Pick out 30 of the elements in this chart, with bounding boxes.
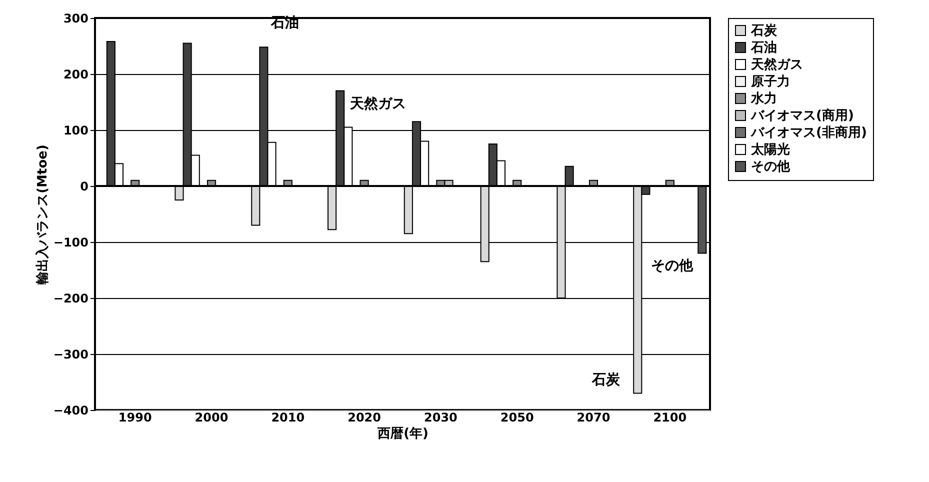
x-tick-label: 2020 (348, 410, 382, 424)
x-tick-label: 2010 (271, 410, 305, 424)
legend-label: バイオマス(非商用) (750, 124, 867, 140)
annotation: 天然ガス (349, 96, 406, 112)
annotation: 石炭 (591, 372, 621, 388)
x-tick-label: 2050 (500, 410, 534, 424)
y-tick-label: −300 (53, 348, 88, 362)
x-tick-label: 2100 (653, 410, 687, 424)
y-tick-label: 300 (63, 12, 88, 26)
y-tick-label: 0 (80, 180, 88, 194)
x-axis-title: 西暦(年) (376, 426, 428, 442)
y-tick-label: 200 (63, 68, 88, 82)
x-tick-label: 2000 (194, 410, 228, 424)
legend-label: 天然ガス (750, 58, 803, 72)
y-tick-label: −100 (53, 236, 88, 250)
x-tick-label: 1990 (118, 410, 152, 424)
legend-label: バイオマス(商用) (750, 108, 854, 124)
legend-label: その他 (751, 160, 791, 174)
y-tick-label: −400 (53, 404, 88, 418)
y-tick-label: −200 (53, 292, 88, 306)
x-tick-label: 2030 (424, 410, 458, 424)
legend-label: 原子力 (750, 74, 790, 90)
x-tick-label: 2070 (576, 410, 610, 424)
y-axis-title: 輸出入バランス(Mtoe) (34, 144, 50, 286)
legend-label: 石炭 (750, 24, 778, 38)
legend-label: 水力 (750, 92, 777, 106)
annotation: その他 (651, 258, 694, 274)
legend-label: 石油 (750, 40, 777, 56)
y-tick-label: 100 (63, 124, 88, 138)
legend-label: 太陽光 (750, 142, 790, 158)
